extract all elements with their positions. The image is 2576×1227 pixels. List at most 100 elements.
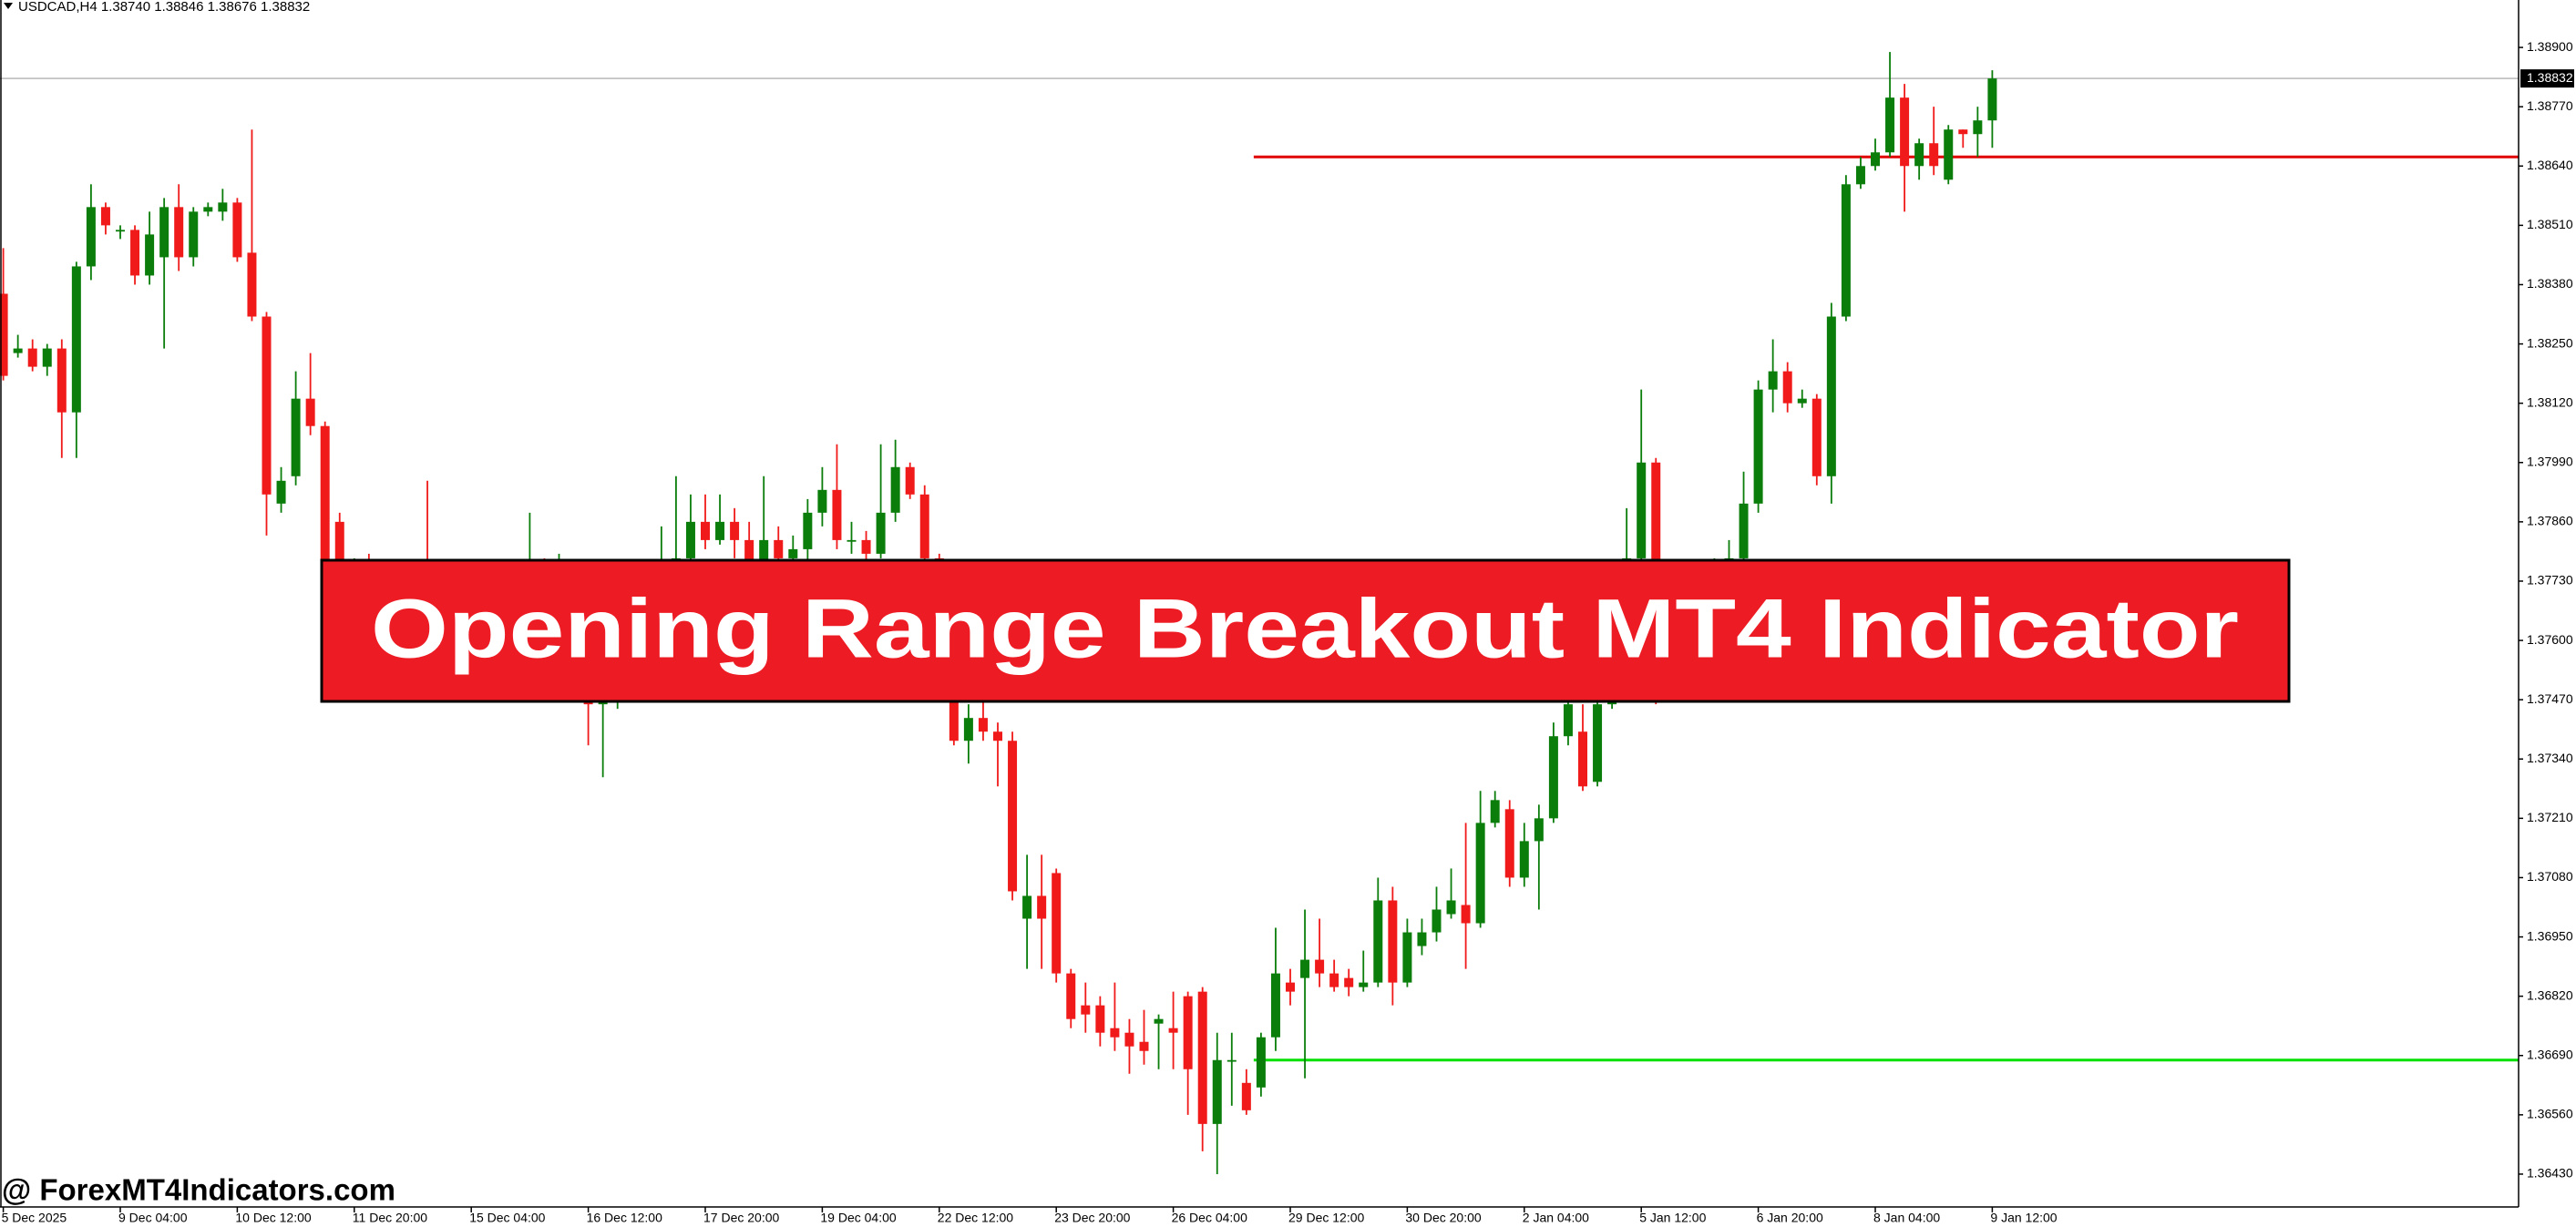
x-tick-label: 9 Jan 12:00 [1990,1211,2057,1225]
candle-body [1900,97,1910,167]
candle-body [744,539,754,567]
candle-body [334,521,344,581]
candle-body [1008,741,1018,892]
candle-body [963,718,973,741]
candle-body [1461,905,1471,924]
candle-body [1241,1082,1251,1110]
y-tick-label: 1.38120 [2527,394,2573,409]
candle-body [861,539,871,554]
candle-body [1256,1037,1266,1088]
candle-body [276,480,286,504]
candle-body [1871,152,1880,167]
candle-body [1388,900,1398,983]
candle-body [1534,818,1544,842]
candle-body [218,202,228,212]
candle-body [247,252,257,317]
candle-body [847,539,857,542]
candle-body [1973,120,1983,135]
candle-body [1226,1059,1237,1062]
y-tick-label: 1.38640 [2527,158,2573,172]
y-tick-label: 1.37340 [2527,751,2573,765]
y-tick-label: 1.37730 [2527,573,2573,588]
candle-body [116,230,125,232]
y-tick-label: 1.38250 [2527,335,2573,350]
candle-body [876,512,886,554]
candle-body [159,207,169,258]
candle-body [1095,1005,1105,1033]
candle-body [817,489,827,513]
candle-body [1797,398,1807,404]
candle-body [27,348,37,367]
candle-body [905,466,915,495]
candle-body [1022,895,1032,919]
candle-body [1826,316,1836,476]
candle-body [1548,736,1558,819]
candle-body [42,348,52,367]
y-tick-label: 1.38770 [2527,98,2573,113]
x-tick-label: 30 Dec 20:00 [1405,1211,1481,1225]
x-tick-label: 15 Dec 04:00 [469,1211,545,1225]
candle-body [788,548,798,558]
candle-body [1782,371,1792,404]
candle-body [1987,78,1997,121]
candle-body [701,521,710,540]
y-tick-label: 1.38380 [2527,276,2573,291]
x-tick-label: 22 Dec 12:00 [938,1211,1013,1225]
candle-body [978,718,988,732]
candle-body [13,348,23,353]
candle-body [1841,184,1851,317]
x-tick-label: 19 Dec 04:00 [820,1211,896,1225]
banner-title: Opening Range Breakout MT4 Indicator [371,582,2239,675]
candle-body [1197,991,1207,1124]
candle-body [100,207,110,226]
x-tick-label: 11 Dec 20:00 [353,1211,427,1225]
x-tick-label: 16 Dec 12:00 [587,1211,662,1225]
candle-body [203,207,213,212]
y-tick-label: 1.37080 [2527,869,2573,884]
symbol-header: USDCAD,H4 1.38740 1.38846 1.38676 1.3883… [18,0,310,15]
candle-body [1154,1018,1164,1024]
candle-body [1373,900,1383,983]
candle-body [130,230,140,276]
x-tick-label: 8 Jan 04:00 [1873,1211,1940,1225]
candle-body [890,466,900,513]
candle-body [1490,800,1500,823]
symbol-menu-icon[interactable] [4,3,13,9]
candle-body [1593,704,1603,782]
watermark: @ ForexMT4Indicators.com [2,1173,395,1207]
candle-body [1402,932,1412,983]
candle-body [1183,996,1193,1069]
candle-body [1929,143,1939,167]
x-tick-label: 9 Dec 04:00 [118,1211,188,1225]
candle-body [1359,982,1369,987]
y-tick-label: 1.36950 [2527,928,2573,943]
candle-body [1052,873,1062,974]
candle-body [1446,900,1456,915]
y-tick-label: 1.36690 [2527,1047,2573,1061]
candle-body [1037,895,1047,919]
candle-body [86,207,96,267]
candle-body [1270,973,1280,1038]
candle-body [1753,389,1763,504]
y-tick-label: 1.38900 [2527,39,2573,54]
candle-body [1300,959,1310,978]
candle-body [1432,909,1442,933]
y-tick-label: 1.37470 [2527,691,2573,706]
y-tick-label: 1.37600 [2527,632,2573,647]
candle-body [1475,823,1485,924]
candle-body [262,316,272,495]
candle-body [1885,97,1895,153]
candle-body [1168,1028,1178,1033]
candle-body [1110,1028,1120,1038]
y-tick-label: 1.36430 [2527,1166,2573,1181]
candle-body [305,398,315,426]
candle-body [803,512,813,549]
candle-body [1417,932,1427,946]
candle-body [1139,1041,1149,1051]
y-tick-label: 1.36560 [2527,1107,2573,1121]
x-tick-label: 2 Jan 04:00 [1523,1211,1589,1225]
candle-body [145,234,155,276]
candle-body [1739,503,1749,558]
candle-body [919,494,929,558]
